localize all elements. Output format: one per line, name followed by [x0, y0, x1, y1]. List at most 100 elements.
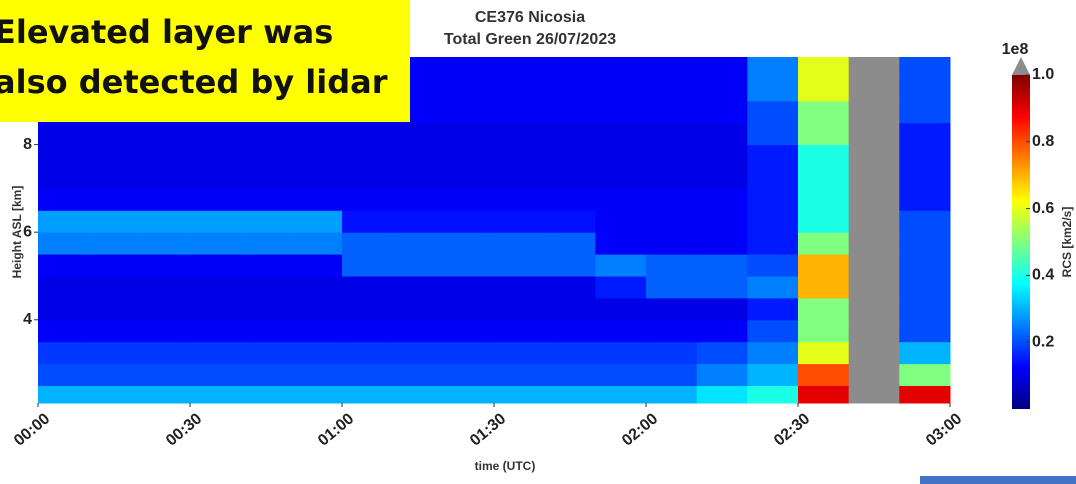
heatmap-cell: [646, 275, 698, 299]
heatmap-cell: [88, 210, 140, 233]
heatmap-cell: [595, 78, 647, 102]
heatmap-cell: [190, 210, 242, 233]
chart-subtitle: Total Green 26/07/2023: [444, 31, 616, 48]
heatmap-cell: [646, 57, 698, 80]
y-tick-label: 6: [23, 223, 32, 240]
heatmap-cell: [494, 100, 546, 124]
x-tick-label: 01:00: [315, 410, 357, 449]
heatmap-cell: [899, 319, 951, 343]
heatmap-cell: [595, 275, 647, 299]
heatmap-cell: [240, 297, 292, 321]
callout-text: Elevated layer was: [0, 13, 333, 51]
heatmap-cell: [38, 210, 90, 233]
heatmap-cell: [240, 144, 292, 167]
heatmap-cell: [646, 78, 698, 102]
heatmap-cell: [696, 232, 748, 255]
heatmap-cell: [392, 144, 444, 167]
heatmap-cell: [342, 166, 394, 189]
heatmap-cell: [899, 297, 951, 321]
callout-text: also detected by lidar: [0, 63, 388, 101]
colorbar-over-arrow: [1012, 57, 1030, 75]
heatmap-cell: [342, 297, 394, 321]
heatmap-cell: [747, 319, 799, 343]
heatmap-cell: [646, 319, 698, 343]
heatmap-cell: [291, 254, 343, 277]
heatmap-cell: [38, 144, 90, 167]
heatmap-cell: [38, 122, 90, 146]
heatmap-cell: [595, 210, 647, 233]
heatmap-cell: [443, 275, 495, 299]
heatmap-cell: [443, 319, 495, 343]
heatmap-cell: [696, 78, 748, 102]
heatmap-cell: [392, 166, 444, 189]
heatmap-cell: [342, 188, 394, 211]
x-axis-label: time (UTC): [475, 459, 536, 473]
x-tick-label: 02:00: [619, 410, 661, 449]
x-tick-label: 02:30: [771, 410, 813, 449]
heatmap-cell: [544, 166, 596, 189]
heatmap-cell: [240, 166, 292, 189]
heatmap-cell: [848, 144, 900, 167]
x-tick-label: 03:00: [923, 410, 965, 449]
heatmap-cell: [392, 232, 444, 255]
heatmap-cell: [646, 166, 698, 189]
heatmap-cell: [544, 297, 596, 321]
heatmap-cell: [798, 100, 850, 124]
heatmap-cell: [646, 363, 698, 386]
heatmap-cell: [38, 297, 90, 321]
heatmap-cell: [696, 363, 748, 386]
heatmap-cell: [494, 166, 546, 189]
heatmap-cell: [392, 319, 444, 343]
heatmap-cell: [392, 275, 444, 299]
heatmap-cell: [38, 232, 90, 255]
heatmap-cell: [443, 385, 495, 404]
heatmap-cell: [595, 341, 647, 365]
heatmap-cell: [291, 385, 343, 404]
heatmap-cell: [798, 78, 850, 102]
heatmap-cell: [342, 319, 394, 343]
heatmap-cell: [240, 232, 292, 255]
heatmap-cell: [798, 319, 850, 343]
heatmap-cell: [848, 188, 900, 211]
heatmap-cell: [88, 122, 140, 146]
heatmap-cell: [899, 254, 951, 277]
heatmap-cell: [190, 297, 242, 321]
heatmap-cell: [494, 210, 546, 233]
heatmap-cell: [443, 100, 495, 124]
heatmap-cell: [848, 122, 900, 146]
heatmap-cell: [291, 122, 343, 146]
heatmap-cell: [342, 122, 394, 146]
heatmap-cell: [392, 385, 444, 404]
heatmap-cell: [595, 319, 647, 343]
heatmap-cell: [443, 341, 495, 365]
heatmap-cell: [291, 166, 343, 189]
heatmap-cell: [38, 166, 90, 189]
heatmap-cell: [88, 297, 140, 321]
heatmap-cell: [291, 188, 343, 211]
heatmap-cell: [798, 254, 850, 277]
heatmap-cell: [696, 188, 748, 211]
heatmap-cell: [190, 144, 242, 167]
heatmap-cell: [544, 385, 596, 404]
heatmap-cell: [494, 319, 546, 343]
heatmap-cell: [240, 254, 292, 277]
heatmap-cell: [848, 275, 900, 299]
heatmap-cell: [899, 144, 951, 167]
heatmap-cell: [190, 188, 242, 211]
heatmap-cell: [392, 188, 444, 211]
heatmap-cell: [595, 122, 647, 146]
heatmap-cell: [544, 210, 596, 233]
heatmap-cell: [899, 385, 951, 404]
heatmap-cell: [392, 122, 444, 146]
heatmap-cell: [190, 363, 242, 386]
colorbar-tick-label: 0.4: [1032, 267, 1054, 284]
heatmap-cell: [798, 122, 850, 146]
heatmap-cell: [899, 341, 951, 365]
heatmap-cell: [291, 144, 343, 167]
heatmap-cell: [899, 100, 951, 124]
heatmap-cell: [342, 363, 394, 386]
heatmap-cell: [646, 341, 698, 365]
heatmap-cell: [88, 188, 140, 211]
heatmap-cell: [291, 210, 343, 233]
